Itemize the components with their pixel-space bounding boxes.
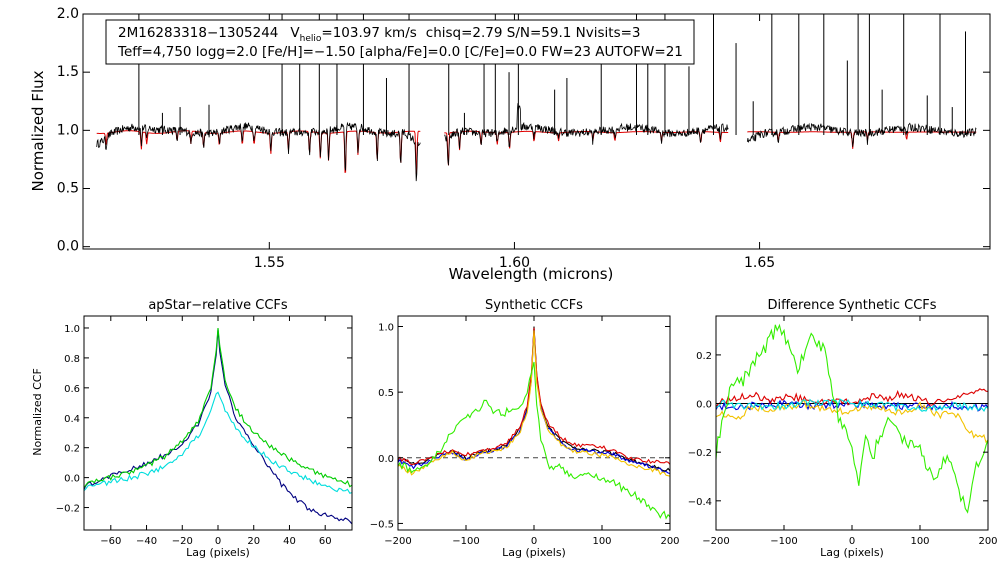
panel0-y-tick-label: 1.5 <box>57 64 79 80</box>
panel1-y-tick-label: −0.2 <box>56 504 80 515</box>
panel0-x-tick-label: 1.60 <box>499 255 530 271</box>
panel2-x-tick-label: 100 <box>592 536 611 547</box>
panel0-y-tick-label: 0.0 <box>57 239 79 255</box>
panel2-y-tick-label: 0.5 <box>378 388 394 399</box>
panel3-series-line-5 <box>715 323 989 514</box>
panel1-x-tick-label: −20 <box>172 536 193 547</box>
panel1-y-axis: −0.2 0.0 0.2 0.4 0.6 0.8 1.0 <box>56 324 352 515</box>
observed-spectrum-line-chip-3 <box>746 122 977 147</box>
panel2-x-tick-label: 200 <box>660 536 679 547</box>
star-id: 2M16283318−1305244 <box>118 25 278 41</box>
spectrum-chip-region-3 <box>746 122 977 149</box>
fit-stats: chisq=2.79 S/N=59.1 Nvisits=3 <box>426 25 641 41</box>
panel0-x-axis-title: Wavelength (microns) <box>449 265 614 283</box>
panel1-y-tick-label: 0.4 <box>64 414 80 425</box>
panel2-series-line-5 <box>397 361 671 520</box>
panel3-y-tick-label: 0.0 <box>696 400 712 411</box>
panel1-y-tick-label: 0.6 <box>64 384 80 395</box>
panel1-x-tick-label: 40 <box>283 536 296 547</box>
vhelio-subscript: helio <box>300 34 322 44</box>
panel0-x-tick-label: 1.55 <box>254 255 285 271</box>
spectrum-info-box: 2M16283318−1305244 Vhelio=103.97 km/s chis… <box>105 19 695 65</box>
panel3-y-tick-label: −0.2 <box>688 448 712 459</box>
panel1-series-line-2 <box>83 327 353 489</box>
panel1-y-tick-label: 0.2 <box>64 444 80 455</box>
panel1-y-tick-label: 0.0 <box>64 474 80 485</box>
panel1-x-tick-label: −60 <box>100 536 121 547</box>
panel3-x-tick-label: −100 <box>770 536 797 547</box>
panel2-x-axis-title: Lag (pixels) <box>502 546 566 559</box>
panel1-x-tick-label: 0 <box>215 536 221 547</box>
panel0-y-axis: 0.0 0.5 1.0 1.5 2.0 <box>57 6 990 255</box>
panel1-y-axis-title: Normalized CCF <box>31 368 44 456</box>
synthetic-ccf-panel: −200 −100 0 100 200 −0.5 0.0 0.5 1.0 Lag (pixels)… <box>370 298 680 559</box>
panel1-x-axis-title: Lag (pixels) <box>186 546 250 559</box>
panel3-y-tick-label: 0.2 <box>696 351 712 362</box>
panel3-x-axis: −200 −100 0 100 200 <box>702 316 998 547</box>
panel0-x-tick-label: 1.65 <box>744 255 775 271</box>
panel2-series-line-4 <box>397 330 671 477</box>
panel2-y-tick-label: −0.5 <box>370 519 394 530</box>
spectrum-chip-region-2 <box>444 103 729 166</box>
panel2-x-tick-label: −200 <box>384 536 411 547</box>
spectrum-chip-region-1 <box>96 121 421 182</box>
panel2-y-tick-label: 0.0 <box>378 454 394 465</box>
panel3-y-axis: −0.4 −0.2 0.0 0.2 <box>688 351 988 508</box>
observed-spectrum-line-chip-2 <box>444 103 729 166</box>
panel3-x-tick-label: 0 <box>849 536 855 547</box>
panel1-series-line-3 <box>83 391 353 494</box>
observed-spectrum-line-chip-1 <box>96 121 421 182</box>
panel3-x-tick-label: 100 <box>910 536 929 547</box>
panel1-x-tick-label: 20 <box>247 536 260 547</box>
panel1-x-tick-label: −40 <box>136 536 157 547</box>
panel0-plot-frame <box>82 13 991 250</box>
panel0-x-axis: 1.55 1.60 1.65 <box>254 14 775 271</box>
panel3-series-line-4 <box>715 398 989 413</box>
panel2-x-axis: −200 −100 0 100 200 <box>384 316 680 547</box>
stellar-parameters: Teff=4,750 logg=2.0 [Fe/H]=−1.50 [alpha/… <box>117 44 683 60</box>
panel2-chart-title: Synthetic CCFs <box>485 298 583 313</box>
panel3-x-axis-title: Lag (pixels) <box>820 546 884 559</box>
vhelio-value: =103.97 km/s <box>321 25 416 41</box>
info-box-frame <box>105 19 695 65</box>
panel3-y-tick-label: −0.4 <box>688 497 712 508</box>
panel2-y-axis: −0.5 0.0 0.5 1.0 <box>370 323 670 530</box>
panel0-y-tick-label: 0.5 <box>57 181 79 197</box>
vhelio-label: V <box>290 25 300 41</box>
info-line-1: 2M16283318−1305244 Vhelio=103.97 km/s chis… <box>118 25 641 44</box>
panel2-y-tick-label: 1.0 <box>378 323 394 334</box>
panel1-y-tick-label: 1.0 <box>64 324 80 335</box>
panel0-y-tick-label: 2.0 <box>57 6 79 22</box>
panel0-y-tick-label: 1.0 <box>57 122 79 138</box>
panel1-x-tick-label: 60 <box>319 536 332 547</box>
panel3-chart-title: Difference Synthetic CCFs <box>767 298 936 313</box>
panel2-series-line-3 <box>397 327 671 466</box>
panel2-x-tick-label: 0 <box>531 536 537 547</box>
panel2-x-tick-label: −100 <box>452 536 479 547</box>
panel1-x-axis: −60 −40 −20 0 20 40 60 <box>100 316 332 547</box>
difference-ccf-panel: −200 −100 0 100 200 −0.4 −0.2 0.0 0.2 Lag (pixels… <box>688 298 998 559</box>
panel3-x-tick-label: −200 <box>702 536 729 547</box>
panel0-y-axis-title: Normalized Flux <box>29 70 47 191</box>
panel3-x-tick-label: 200 <box>978 536 997 547</box>
panel1-chart-title: apStar−relative CCFs <box>148 298 288 313</box>
panel1-y-tick-label: 0.8 <box>64 354 80 365</box>
apstar-ccf-panel: −60 −40 −20 0 20 40 60 −0.2 0.0 0.2 0.4 0.6 0.8 1.0 La… <box>31 298 353 559</box>
